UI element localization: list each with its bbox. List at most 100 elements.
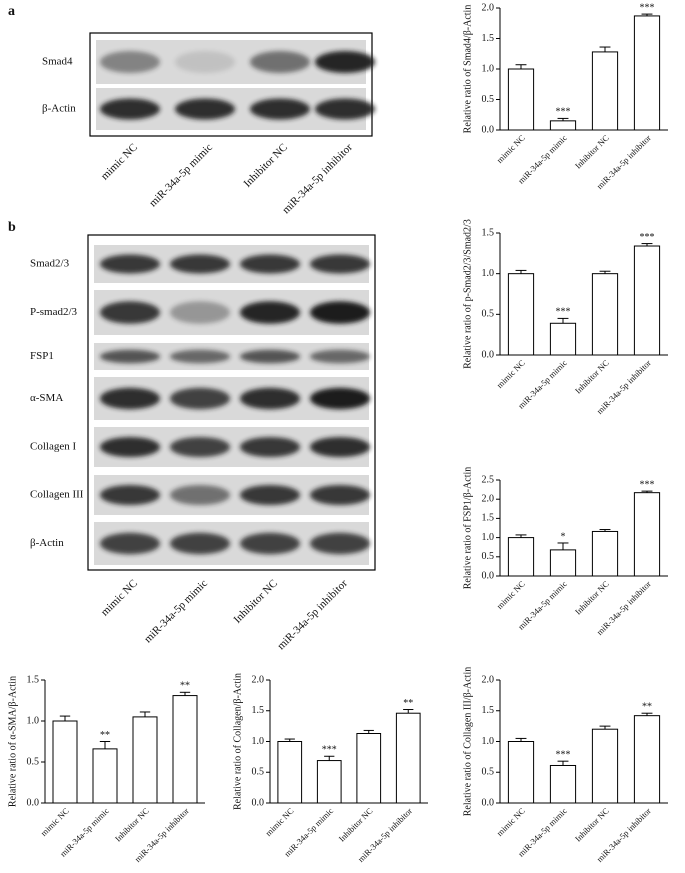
- blot-row-label: Smad2/3: [30, 258, 70, 270]
- blot-band: [310, 532, 370, 555]
- lane-label: miR-34a-5p mimic: [142, 577, 210, 645]
- bar: [591, 530, 619, 577]
- y-tick-label: 0.0: [482, 124, 495, 135]
- y-axis-label: Relative ratio of p-Smad2/3/Smad2/3: [462, 219, 473, 369]
- y-tick-label: 2.0: [482, 2, 495, 13]
- bar: [549, 764, 577, 804]
- bar: [132, 716, 158, 804]
- blot-band: [240, 349, 300, 364]
- y-axis-label: Relative ratio of Smad4/β-Actin: [462, 5, 473, 134]
- y-tick-label: 0.5: [27, 756, 40, 767]
- bar: [507, 537, 535, 577]
- significance-label: ***: [640, 479, 655, 490]
- y-tick-label: 2.0: [482, 493, 495, 504]
- bar: [395, 712, 421, 804]
- x-tick-label: mimic NC: [263, 805, 296, 838]
- bar: [356, 733, 382, 804]
- y-tick-label: 0.0: [482, 797, 495, 808]
- y-tick-label: 0.0: [252, 797, 265, 808]
- blot-band: [310, 301, 370, 324]
- blot-band: [315, 98, 375, 120]
- significance-label: ***: [640, 232, 655, 243]
- y-tick-label: 1.0: [482, 268, 495, 279]
- blot-band: [100, 485, 160, 505]
- y-tick-label: 1.0: [482, 736, 495, 747]
- y-tick-label: 0.5: [252, 767, 265, 778]
- bar: [507, 273, 535, 356]
- x-tick-label: mimic NC: [495, 357, 528, 390]
- lane-label: miR-34a-5p inhibitor: [275, 577, 350, 652]
- blot-band: [170, 532, 230, 555]
- panel-label: b: [8, 220, 16, 235]
- blot-band: [100, 51, 160, 73]
- x-tick-label: mimic NC: [495, 578, 528, 611]
- bar: [633, 492, 661, 577]
- blot-row-label: FSP1: [30, 350, 54, 362]
- y-tick-label: 1.5: [252, 705, 265, 716]
- blot-band: [240, 532, 300, 555]
- blot-band: [310, 254, 370, 274]
- blot-band: [240, 387, 300, 410]
- bar: [591, 51, 619, 131]
- blot-band: [170, 437, 230, 457]
- lane-label: Inhibitor NC: [241, 141, 289, 189]
- blot-band: [310, 349, 370, 364]
- y-tick-label: 1.0: [482, 532, 495, 543]
- x-tick-label: Inhibitor NC: [113, 805, 151, 843]
- blot-row-label: Collagen I: [30, 441, 76, 453]
- x-tick-label: mimic NC: [495, 805, 528, 838]
- y-axis-label: Relative ratio of α-SMA/β-Actin: [7, 676, 18, 807]
- bar: [507, 741, 535, 804]
- bar: [52, 720, 78, 804]
- bar: [549, 549, 577, 577]
- y-tick-label: 2.5: [482, 474, 495, 485]
- blot-band: [315, 51, 375, 73]
- blot-band: [100, 254, 160, 274]
- blot-band: [170, 254, 230, 274]
- blot-band: [175, 51, 235, 73]
- y-tick-label: 0.5: [482, 551, 495, 562]
- y-tick-label: 1.5: [482, 33, 495, 44]
- bar: [172, 695, 198, 804]
- blot-row-label: Collagen III: [30, 489, 84, 501]
- panel-label: a: [8, 4, 15, 19]
- significance-label: **: [180, 681, 190, 692]
- significance-label: *: [561, 531, 566, 542]
- bar: [507, 68, 535, 131]
- lane-label: mimic NC: [99, 577, 140, 618]
- bar: [549, 322, 577, 356]
- y-tick-label: 1.5: [482, 513, 495, 524]
- x-tick-label: mimic NC: [39, 805, 72, 838]
- blot-band: [170, 301, 230, 324]
- lane-label: miR-34a-5p mimic: [147, 141, 215, 209]
- blot-row-label: P-smad2/3: [30, 306, 78, 318]
- y-tick-label: 0.5: [482, 767, 495, 778]
- blot-band: [100, 532, 160, 555]
- bar: [591, 728, 619, 804]
- bar: [316, 760, 342, 804]
- significance-label: ***: [640, 2, 655, 13]
- x-tick-label: Inhibitor NC: [573, 578, 611, 616]
- significance-label: ***: [556, 307, 571, 318]
- lane-label: Inhibitor NC: [231, 577, 279, 625]
- bar: [277, 741, 303, 804]
- x-tick-label: Inhibitor NC: [573, 805, 611, 843]
- blot-band: [310, 485, 370, 505]
- bar: [549, 120, 577, 131]
- blot-row-label: β-Actin: [42, 103, 76, 115]
- blot-band: [100, 349, 160, 364]
- blot-band: [240, 485, 300, 505]
- x-tick-label: mimic NC: [495, 132, 528, 165]
- blot-band: [100, 387, 160, 410]
- y-tick-label: 0.5: [482, 94, 495, 105]
- y-tick-label: 2.0: [252, 674, 265, 685]
- blot-band: [310, 387, 370, 410]
- blot-band: [100, 437, 160, 457]
- x-tick-label: Inhibitor NC: [573, 132, 611, 170]
- y-axis-label: Relative ratio of FSP1/β-Actin: [462, 467, 473, 590]
- y-tick-label: 1.5: [482, 227, 495, 238]
- blot-band: [310, 437, 370, 457]
- blot-row-label: β-Actin: [30, 537, 64, 549]
- y-axis-label: Relative ratio of Collagen III/β-Actin: [462, 667, 473, 816]
